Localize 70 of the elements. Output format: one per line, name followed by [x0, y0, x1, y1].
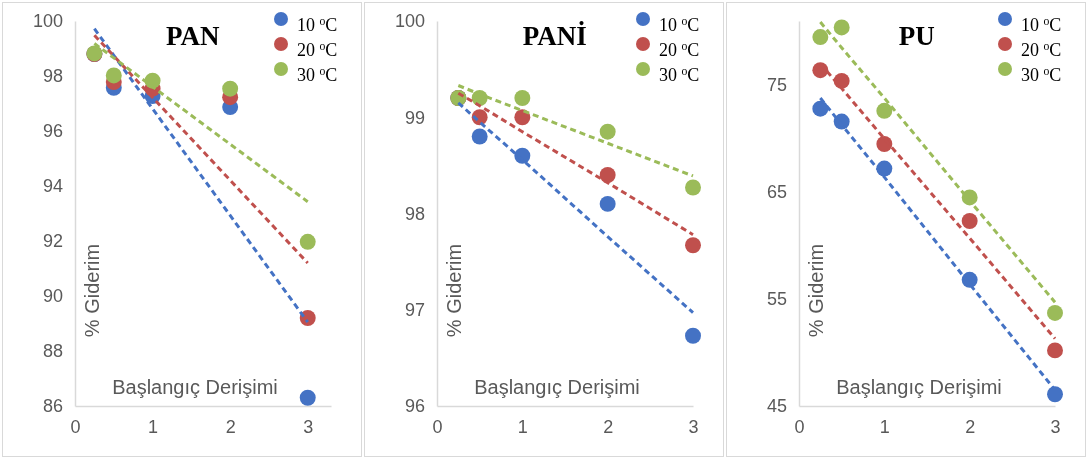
point: [514, 90, 531, 106]
point: [685, 327, 701, 344]
point: [514, 109, 531, 126]
legend-label: 20 $^{o}$C: [1021, 39, 1062, 60]
legend-label: 20 $^{o}$C: [659, 39, 700, 60]
y-tick-label: 88: [42, 341, 63, 362]
y-tick-label: 100: [32, 11, 63, 32]
x-tick-label: 1: [148, 416, 159, 437]
x-tick-label: 3: [688, 416, 699, 437]
y-tick-label: 92: [42, 231, 63, 252]
point: [833, 19, 850, 36]
y-tick-label: 98: [42, 66, 63, 87]
x-tick-label: 0: [432, 416, 443, 437]
point: [599, 123, 616, 140]
x-tick-label: 0: [794, 416, 805, 437]
legend-label: 10 $^{o}$C: [297, 14, 338, 35]
point: [685, 237, 701, 254]
legend-label: 10 $^{o}$C: [659, 14, 700, 35]
point: [599, 195, 616, 212]
y-tick-label: 96: [404, 396, 425, 417]
chart-title: PU: [898, 21, 935, 51]
y-tick-label: 55: [766, 289, 787, 310]
y-tick-label: 97: [404, 300, 425, 321]
point: [299, 389, 316, 406]
y-tick-label: 45: [766, 396, 787, 417]
x-axis-title: Başlangıç Derişimi: [474, 376, 640, 398]
y-tick-label: 90: [42, 286, 63, 307]
point: [471, 128, 488, 145]
x-tick-label: 1: [879, 416, 890, 437]
point: [812, 29, 829, 45]
x-tick-label: 3: [1050, 416, 1061, 437]
point: [1047, 386, 1063, 403]
x-tick-label: 2: [965, 416, 976, 437]
line-series: [456, 83, 695, 178]
y-tick-label: 75: [766, 75, 787, 96]
point: [685, 179, 701, 196]
legend-label: 30 $^{o}$C: [1021, 64, 1062, 85]
y-axis-title: % Giderim: [805, 243, 827, 338]
x-tick-label: 2: [225, 416, 236, 437]
x-tick-label: 1: [517, 416, 528, 437]
legend-label: 30 $^{o}$C: [297, 64, 338, 85]
y-tick-label: 99: [404, 107, 425, 128]
point: [599, 167, 616, 183]
y-axis-title: % Giderim: [81, 243, 103, 338]
y-tick-label: 86: [42, 396, 63, 417]
legend-label: 30 $^{o}$C: [659, 64, 700, 85]
chart-title: PAN: [166, 21, 220, 51]
point: [222, 80, 239, 97]
x-tick-label: 0: [70, 416, 81, 437]
chart-title: PANİ: [522, 21, 587, 51]
point: [299, 233, 316, 250]
legend-label: 20 $^{o}$C: [297, 39, 338, 60]
x-tick-label: 3: [303, 416, 314, 437]
point: [105, 67, 122, 84]
y-tick-label: 100: [394, 11, 425, 32]
x-axis-title: Başlangıç Derişimi: [836, 376, 1002, 398]
y-tick-label: 96: [42, 121, 63, 142]
legend-label: 10 $^{o}$C: [1021, 14, 1062, 35]
x-axis-title: Başlangıç Derişimi: [112, 376, 278, 398]
point: [876, 102, 893, 119]
y-axis-title: % Giderim: [443, 243, 465, 338]
y-tick-label: 65: [766, 182, 787, 203]
point: [812, 100, 829, 117]
point: [961, 213, 978, 229]
point: [514, 147, 531, 164]
y-tick-label: 94: [42, 176, 63, 197]
y-tick-label: 98: [404, 203, 425, 224]
point: [1047, 342, 1063, 359]
point: [1047, 305, 1063, 321]
x-tick-label: 2: [603, 416, 614, 437]
